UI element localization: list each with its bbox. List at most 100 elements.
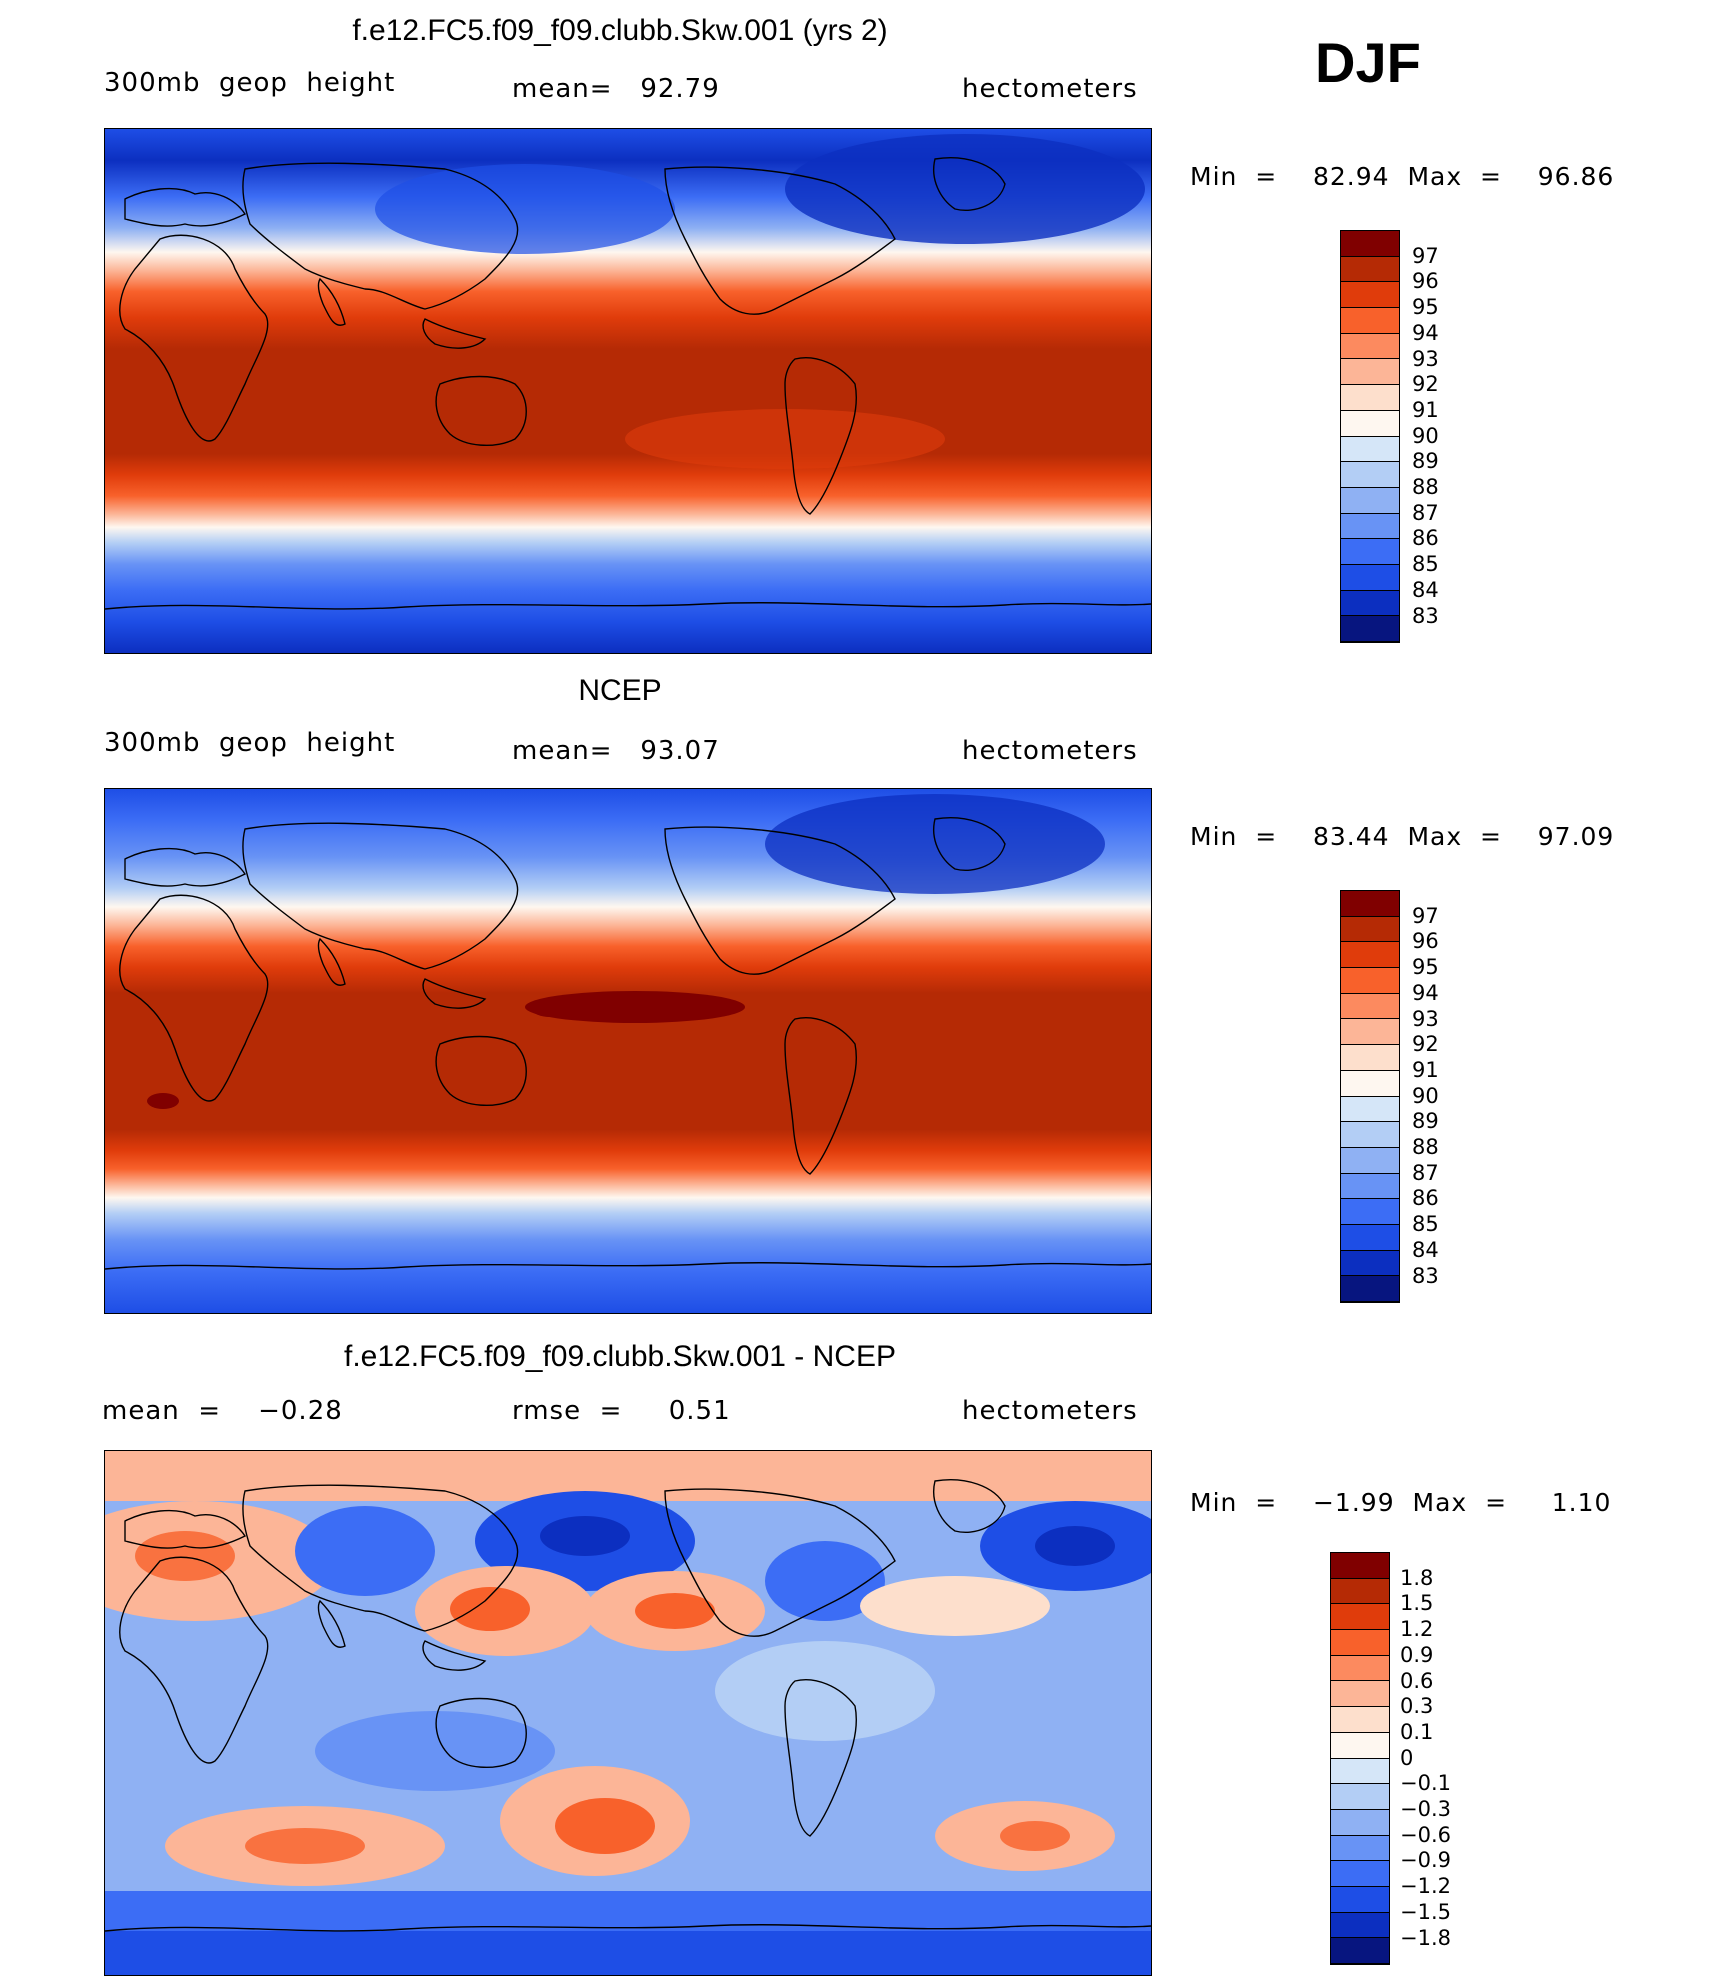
coastline-path	[933, 1479, 1006, 1533]
colorbar-swatch	[1341, 1250, 1399, 1277]
colorbar-tick-label: −0.6	[1400, 1822, 1451, 1847]
coastline-path	[317, 277, 346, 326]
colorbar-tick-label: 97	[1412, 903, 1439, 928]
colorbar-tick-label: 90	[1412, 423, 1439, 448]
panel1-units-label: hectometers	[962, 74, 1138, 104]
colorbar-swatch	[1331, 1784, 1389, 1810]
cb2-bar	[1340, 890, 1400, 1304]
colorbar-tick-label: 88	[1412, 1135, 1439, 1159]
coastline-path	[242, 162, 519, 310]
coastline-path	[435, 1697, 527, 1769]
colorbar-swatch	[1341, 616, 1399, 642]
colorbar-tick-label: 0.1	[1400, 1719, 1434, 1744]
panel2-map	[104, 788, 1152, 1314]
coastlines	[105, 1479, 1151, 1932]
colorbar-tick-label: 84	[1412, 1237, 1439, 1262]
colorbar-swatch	[1331, 1553, 1389, 1579]
colorbar-swatch	[1341, 436, 1399, 463]
panel3-title: f.e12.FC5.f09_f09.clubb.Skw.001 - NCEP	[344, 1340, 896, 1373]
panel3-mean-label: mean = −0.28	[102, 1396, 343, 1426]
colorbar-tick-label: 89	[1412, 449, 1439, 474]
colorbar-swatch	[1341, 231, 1399, 257]
panel3-units-label: hectometers	[962, 1396, 1138, 1426]
coastline-path	[124, 847, 247, 887]
colorbar-tick-label: 84	[1412, 577, 1439, 602]
panel2-mean-label: mean= 93.07	[512, 736, 720, 766]
colorbar-tick-label: 97	[1412, 243, 1439, 268]
colorbar-swatch	[1331, 1912, 1389, 1939]
colorbar-swatch	[1331, 1938, 1389, 1964]
colorbar-tick-label: 89	[1412, 1109, 1439, 1134]
colorbar-tick-label: 93	[1412, 1006, 1439, 1031]
coastline-path	[242, 822, 519, 970]
colorbar-swatch	[1331, 1707, 1389, 1733]
cb3-bar	[1330, 1552, 1390, 1966]
colorbar-tick-label: 91	[1412, 1057, 1439, 1082]
coastline-path	[664, 166, 896, 315]
colorbar-swatch	[1341, 1173, 1399, 1200]
colorbar-swatch	[1341, 993, 1399, 1020]
colorbar-tick-label: 83	[1412, 603, 1439, 628]
colorbar-swatch	[1341, 513, 1399, 540]
coastline-path	[784, 1679, 857, 1837]
colorbar-tick-label: 87	[1412, 500, 1439, 525]
colorbar-swatch	[1341, 1045, 1399, 1071]
colorbar-tick-label: 1.5	[1400, 1591, 1434, 1616]
colorbar-swatch	[1341, 256, 1399, 283]
panel1-title: f.e12.FC5.f09_f09.clubb.Skw.001 (yrs 2)	[352, 14, 888, 47]
colorbar-tick-label: 88	[1412, 475, 1439, 499]
season-label: DJF	[1315, 31, 1421, 94]
coastline-path	[242, 1484, 519, 1632]
panel2-minmax: Min = 83.44 Max = 97.09	[1190, 822, 1615, 851]
colorbar-tick-label: −1.8	[1400, 1925, 1451, 1950]
coastline-path	[105, 602, 1151, 610]
coastline-path	[664, 1488, 896, 1637]
panel1-variable-label: 300mb geop height	[104, 68, 396, 98]
colorbar-swatch	[1331, 1809, 1389, 1836]
colorbar-tick-label: 86	[1412, 1186, 1439, 1211]
coastline-path	[317, 937, 346, 986]
colorbar-swatch	[1331, 1861, 1389, 1887]
colorbar-swatch	[1341, 1019, 1399, 1046]
coastline-path	[422, 1640, 487, 1671]
panel1-mean-label: mean= 92.79	[512, 74, 720, 104]
colorbar-tick-label: −1.5	[1400, 1899, 1451, 1924]
colorbar-swatch	[1331, 1758, 1389, 1785]
colorbar-swatch	[1341, 539, 1399, 565]
colorbar-tick-label: 93	[1412, 346, 1439, 371]
colorbar-swatch	[1341, 487, 1399, 514]
cb1-bar	[1340, 230, 1400, 644]
colorbar-swatch	[1341, 410, 1399, 437]
colorbar-swatch	[1341, 462, 1399, 488]
coastline-path	[435, 375, 527, 447]
colorbar-tick-label: 1.8	[1400, 1565, 1434, 1590]
colorbar-swatch	[1341, 1070, 1399, 1097]
colorbar-tick-label: 94	[1412, 980, 1439, 1005]
colorbar-swatch	[1341, 891, 1399, 917]
colorbar-tick-label: 85	[1412, 1212, 1439, 1237]
colorbar-swatch	[1331, 1732, 1389, 1759]
colorbar-tick-label: 90	[1412, 1083, 1439, 1108]
colorbar-tick-label: 86	[1412, 526, 1439, 551]
colorbar-tick-label: −1.2	[1400, 1874, 1451, 1899]
coastline-path	[784, 1017, 857, 1175]
colorbar-tick-label: −0.1	[1400, 1771, 1451, 1796]
colorbar-swatch	[1341, 564, 1399, 591]
coastline-path	[105, 1924, 1151, 1932]
colorbar-swatch	[1331, 1835, 1389, 1862]
colorbar-tick-label: 0.3	[1400, 1694, 1434, 1719]
coastlines	[105, 817, 1151, 1270]
colorbar-swatch	[1341, 1224, 1399, 1251]
colorbar-swatch	[1341, 1276, 1399, 1302]
colorbar-tick-label: 1.2	[1400, 1617, 1434, 1642]
colorbar-tick-label: 0	[1400, 1745, 1414, 1770]
colorbar-tick-label: 0.9	[1400, 1642, 1434, 1667]
coastline-path	[933, 817, 1006, 871]
coastline-path	[422, 318, 487, 349]
colorbar-tick-label: 96	[1412, 269, 1439, 294]
colorbar-tick-label: 92	[1412, 372, 1439, 397]
colorbar-swatch	[1341, 942, 1399, 969]
colorbar-tick-label: −0.3	[1400, 1797, 1451, 1821]
colorbar-swatch	[1341, 590, 1399, 617]
colorbar-tick-label: 95	[1412, 955, 1439, 980]
